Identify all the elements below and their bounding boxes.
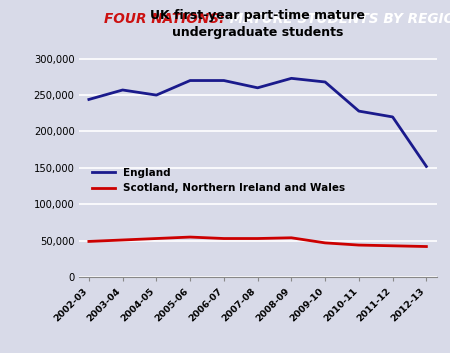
Legend: England, Scotland, Northern Ireland and Wales: England, Scotland, Northern Ireland and … (88, 164, 349, 197)
Title: UK first-year part-time mature
undergraduate students: UK first-year part-time mature undergrad… (150, 9, 365, 39)
Text: FOUR NATIONS:: FOUR NATIONS: (104, 12, 225, 26)
Text: MATURE STUDENTS BY REGION: MATURE STUDENTS BY REGION (225, 12, 450, 26)
